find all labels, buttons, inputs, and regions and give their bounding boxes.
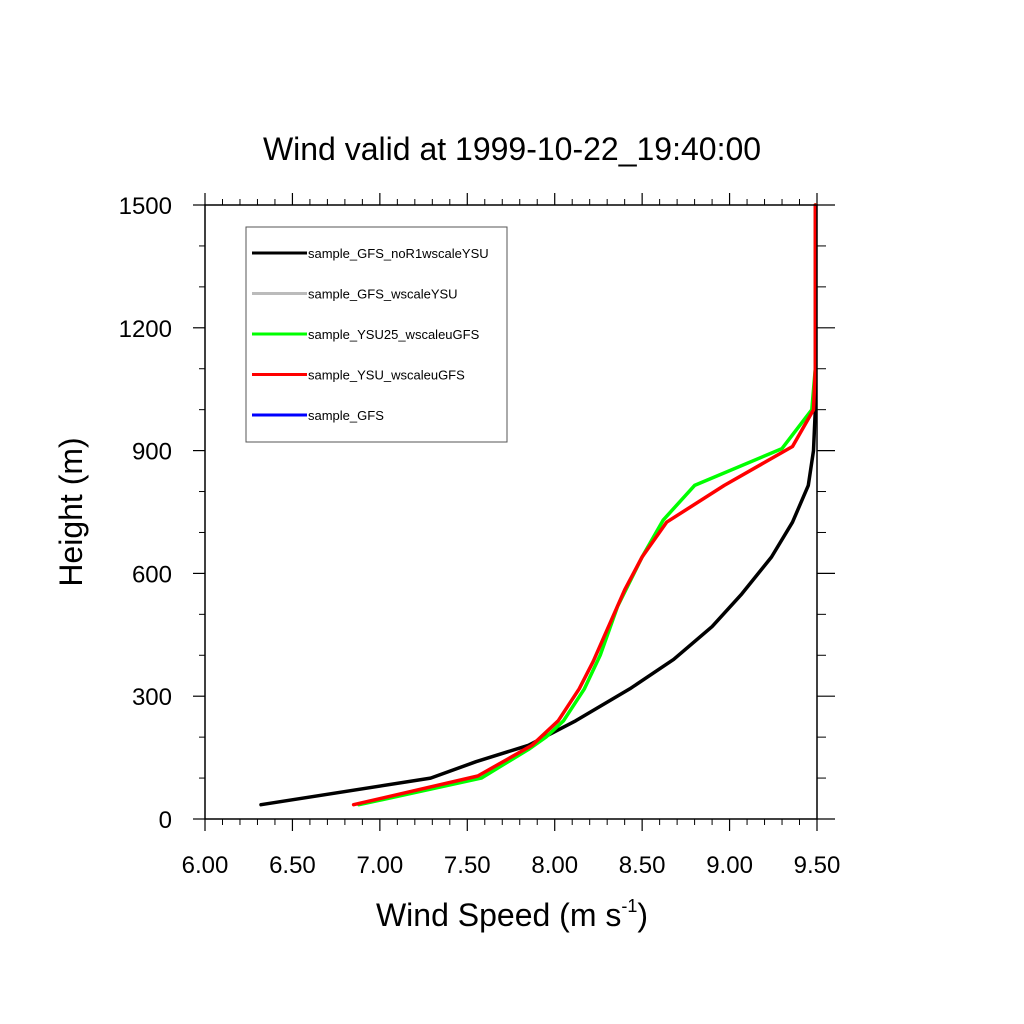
y-tick-label: 1500 <box>119 193 172 220</box>
y-tick-labels: 0 300 600 900 1200 1500 <box>119 193 172 834</box>
chart-title: Wind valid at 1999-10-22_19:40:00 <box>263 131 761 167</box>
x-tick-label: 8.50 <box>619 852 666 879</box>
legend-label: sample_YSU25_wscaleuGFS <box>308 327 480 342</box>
legend-items: sample_GFS_noR1wscaleYSU sample_GFS_wscal… <box>252 246 489 423</box>
x-tick-label: 9.50 <box>794 852 841 879</box>
x-tick-label: 8.00 <box>531 852 578 879</box>
series-lines <box>259 203 818 807</box>
x-tick-label: 7.00 <box>356 852 403 879</box>
plot-frame <box>204 204 818 820</box>
legend: sample_GFS_noR1wscaleYSU sample_GFS_wscal… <box>245 226 508 443</box>
x-tick-label: 9.00 <box>706 852 753 879</box>
legend-label: sample_GFS_noR1wscaleYSU <box>308 246 489 261</box>
series-line <box>351 203 818 807</box>
legend-label: sample_GFS <box>308 408 384 423</box>
y-tick-label: 300 <box>132 684 172 711</box>
legend-label: sample_GFS_wscaleYSU <box>308 287 458 302</box>
axis-ticks <box>193 193 835 831</box>
y-tick-label: 900 <box>132 439 172 466</box>
y-tick-label: 600 <box>132 561 172 588</box>
y-tick-label: 0 <box>159 807 172 834</box>
y-tick-label: 1200 <box>119 316 172 343</box>
x-tick-label: 7.50 <box>444 852 491 879</box>
x-tick-label: 6.00 <box>182 852 229 879</box>
y-axis-label: Height (m) <box>53 437 89 586</box>
x-axis-label: Wind Speed (m s-1) <box>376 896 648 933</box>
x-tick-labels: 6.00 6.50 7.00 7.50 8.00 8.50 9.00 9.50 <box>182 852 841 879</box>
x-tick-label: 6.50 <box>269 852 316 879</box>
legend-label: sample_YSU_wscaleuGFS <box>308 368 465 383</box>
